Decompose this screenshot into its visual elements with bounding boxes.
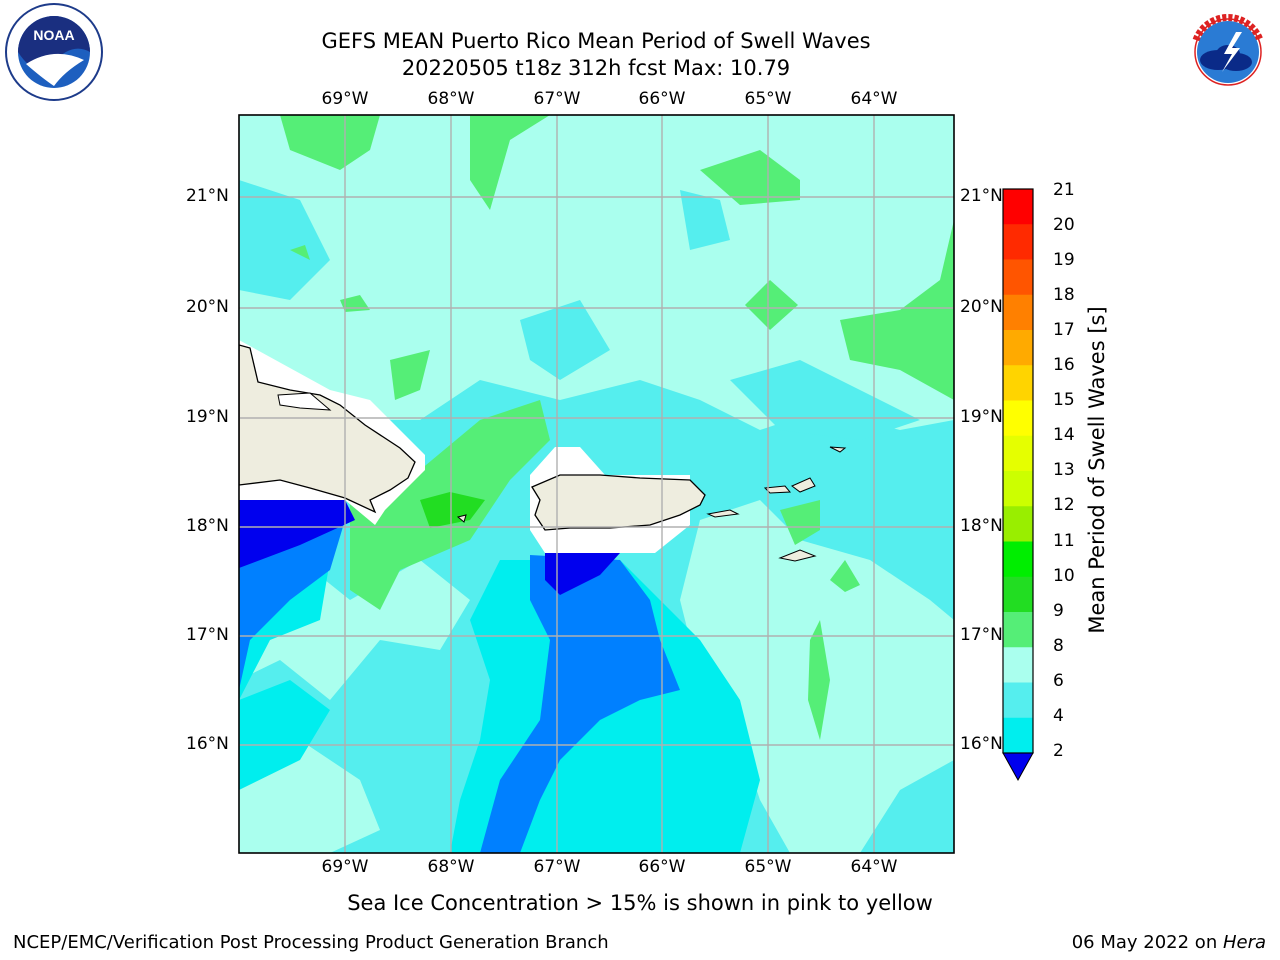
- sea-ice-note: Sea Ice Concentration > 15% is shown in …: [347, 891, 933, 915]
- lat-label-left-20n: 20°N: [186, 297, 229, 317]
- period-2-4-south: [480, 555, 680, 853]
- colorbar: [1002, 188, 1034, 782]
- colorbar-tick-8: 8: [1053, 636, 1064, 656]
- colorbar-frame: [1002, 188, 1034, 754]
- noaa-logo: NOAA: [5, 3, 103, 101]
- footer-date: 06 May 2022 on Hera: [1072, 932, 1266, 953]
- lon-label-bottom-69w: 69°W: [321, 857, 369, 877]
- colorbar-tick-19: 19: [1053, 250, 1075, 270]
- period-10-11: [420, 492, 485, 528]
- colorbar-band-5: [1003, 365, 1033, 401]
- lat-label-left-18n: 18°N: [186, 516, 229, 536]
- colorbar-band-13: [1003, 647, 1033, 683]
- colorbar-tick-4: 4: [1053, 706, 1064, 726]
- lon-label-bottom-64w: 64°W: [850, 857, 898, 877]
- contour-fill-layer: [239, 115, 954, 853]
- colorbar-tick-14: 14: [1053, 425, 1075, 445]
- colorbar-band-6: [1003, 400, 1033, 437]
- colorbar-band-14: [1003, 682, 1033, 719]
- period-6-8-n1: [520, 300, 610, 380]
- colorbar-title: Mean Period of Swell Waves [s]: [1085, 306, 1109, 634]
- nws-logo: [1182, 6, 1274, 98]
- colorbar-band-4: [1003, 330, 1033, 366]
- lon-label-top-65w: 65°W: [744, 89, 792, 109]
- footer-branch: NCEP/EMC/Verification Post Processing Pr…: [13, 932, 609, 953]
- period-9-10-e: [745, 280, 798, 330]
- colorbar-tick-9: 9: [1053, 601, 1064, 621]
- colorbar-band-10: [1003, 541, 1033, 578]
- colorbar-tick-13: 13: [1053, 460, 1075, 480]
- colorbar-tick-15: 15: [1053, 390, 1075, 410]
- lon-label-top-67w: 67°W: [533, 89, 581, 109]
- period-9-10-d: [840, 220, 954, 400]
- map-frame: [238, 114, 955, 854]
- colorbar-band-12: [1003, 612, 1033, 648]
- lat-label-left-21n: 21°N: [186, 186, 229, 206]
- colorbar-tick-6: 6: [1053, 671, 1064, 691]
- colorbar-tick-20: 20: [1053, 215, 1075, 235]
- colorbar-band-3: [1003, 294, 1033, 331]
- period-6-8-w: [239, 180, 330, 300]
- lat-label-right-16n: 16°N: [960, 734, 1003, 754]
- colorbar-tick-11: 11: [1053, 531, 1075, 551]
- lon-label-top-68w: 68°W: [427, 89, 475, 109]
- colorbar-band-11: [1003, 576, 1033, 613]
- colorbar-tick-18: 18: [1053, 285, 1075, 305]
- map-title-line1: GEFS MEAN Puerto Rico Mean Period of Swe…: [321, 29, 871, 53]
- period-2-4-west: [239, 520, 345, 690]
- lat-label-left-17n: 17°N: [186, 625, 229, 645]
- colorbar-band-2: [1003, 259, 1033, 296]
- lat-label-right-17n: 17°N: [960, 625, 1003, 645]
- graticule: [239, 115, 954, 853]
- period-6-8-n2: [680, 190, 730, 250]
- period-9-10-h: [780, 500, 820, 545]
- colorbar-tick-16: 16: [1053, 355, 1075, 375]
- footer-date-text: 06 May 2022 on: [1071, 932, 1223, 953]
- period-6-8-ne: [730, 360, 920, 440]
- lon-label-bottom-68w: 68°W: [427, 857, 475, 877]
- lat-label-right-19n: 19°N: [960, 407, 1003, 427]
- colorbar-band-7: [1003, 435, 1033, 472]
- colorbar-tick-21: 21: [1053, 180, 1075, 200]
- period-9-10-j: [830, 560, 860, 592]
- footer-host: Hera: [1222, 932, 1266, 953]
- colorbar-tick-10: 10: [1053, 566, 1075, 586]
- period-9-10-c: [700, 150, 800, 205]
- noaa-logo-text: NOAA: [33, 27, 74, 43]
- period-9-10-f: [390, 350, 430, 400]
- colorbar-band-0: [1003, 189, 1033, 225]
- lon-label-top-69w: 69°W: [321, 89, 369, 109]
- colorbar-band-15: [1003, 717, 1033, 754]
- period-9-10-a: [280, 115, 380, 170]
- colorbar-tick-2: 2: [1053, 741, 1064, 761]
- colorbar-band-9: [1003, 506, 1033, 542]
- lon-label-bottom-65w: 65°W: [744, 857, 792, 877]
- land-hispaniola: [239, 344, 416, 514]
- period-9-10-i: [808, 620, 830, 740]
- colorbar-tick-12: 12: [1053, 495, 1075, 515]
- lon-label-bottom-67w: 67°W: [533, 857, 581, 877]
- colorbar-extend-arrow: [1002, 752, 1034, 782]
- lat-label-right-20n: 20°N: [960, 297, 1003, 317]
- colorbar-bands: [1003, 189, 1033, 754]
- lon-label-bottom-66w: 66°W: [638, 857, 686, 877]
- lon-label-top-66w: 66°W: [638, 89, 686, 109]
- map-title-line2: 20220505 t18z 312h fcst Max: 10.79: [401, 56, 791, 80]
- lat-label-left-16n: 16°N: [186, 734, 229, 754]
- colorbar-tick-17: 17: [1053, 320, 1075, 340]
- colorbar-band-1: [1003, 224, 1033, 260]
- period-lt2-south: [545, 553, 620, 595]
- period-lt2-west: [239, 500, 355, 568]
- colorbar-band-8: [1003, 471, 1033, 507]
- lat-label-left-19n: 19°N: [186, 407, 229, 427]
- lat-label-right-21n: 21°N: [960, 186, 1003, 206]
- lon-label-top-64w: 64°W: [850, 89, 898, 109]
- lat-label-right-18n: 18°N: [960, 516, 1003, 536]
- period-9-10-b: [470, 115, 550, 210]
